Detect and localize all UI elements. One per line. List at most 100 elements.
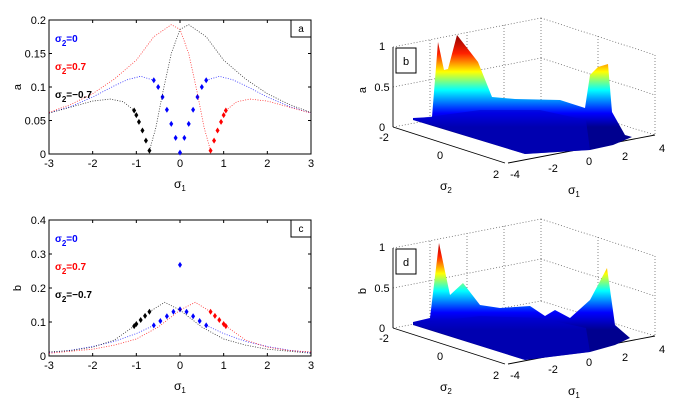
grid-line — [540, 258, 656, 297]
x-tick-label: -1 — [131, 158, 141, 170]
series-line-σ2=-0.7 — [149, 301, 312, 354]
data-point-σ2=0 — [156, 84, 161, 90]
data-point-σ2=0 — [184, 308, 189, 315]
legend-entry: σ2=−0.7 — [55, 290, 92, 304]
x-tick-label: 0 — [177, 158, 183, 170]
z-tick-label: 0 — [379, 122, 385, 134]
y-axis — [392, 126, 506, 164]
series-line-σ2=-0.7 — [149, 24, 312, 151]
data-point-σ2=0.7 — [223, 107, 228, 114]
z-tick-label: 0 — [379, 323, 385, 335]
panel-label: b — [403, 56, 409, 68]
data-point-σ2=0 — [173, 134, 178, 141]
data-point-σ2=0.7 — [208, 308, 213, 315]
legend-entry: σ2=0.7 — [55, 62, 86, 76]
data-point-σ2=0 — [171, 308, 176, 315]
y-tick-label: 0 — [40, 351, 46, 363]
x-tick-label: 4 — [659, 344, 665, 356]
y-axis — [392, 327, 506, 365]
surface-shading — [413, 316, 590, 360]
data-point-σ2=-0.7 — [147, 147, 152, 154]
z-tick-label: 1 — [379, 41, 385, 53]
x-axis-label: σ1 — [568, 183, 580, 199]
data-point-σ2=0 — [158, 317, 163, 324]
x-tick-label: -4 — [510, 370, 520, 382]
y-tick-label: 0.2 — [31, 283, 46, 295]
x-tick-label: 1 — [221, 360, 227, 372]
y-tick-label: 0 — [437, 351, 443, 363]
x-tick-label: -3 — [44, 158, 54, 170]
data-point-σ2=0.7 — [212, 137, 217, 144]
panel-label-box — [395, 47, 417, 74]
x-tick-label: 0 — [177, 360, 183, 372]
data-point-σ2=0 — [195, 94, 200, 101]
data-point-σ2=0 — [199, 84, 204, 90]
x-axis-label: σ1 — [174, 379, 186, 395]
panel-label-box — [395, 248, 417, 275]
y-tick-label: 0.3 — [31, 249, 46, 261]
z-tick-label: 1 — [379, 242, 385, 254]
panel-label-box — [290, 19, 312, 38]
data-point-σ2=0 — [151, 322, 156, 329]
series-line-σ2=0 — [206, 75, 312, 114]
x-tick-label: 2 — [622, 352, 628, 364]
z-tick-label: 0.5 — [374, 283, 389, 295]
panel-label-box — [290, 219, 312, 238]
series-line-σ2=0 — [48, 75, 154, 114]
y-tick-label: 0.4 — [31, 215, 46, 227]
data-point-σ2=0 — [204, 77, 209, 84]
grid-line — [540, 300, 656, 337]
z-axis-label: a — [357, 86, 369, 93]
x-tick-label: 3 — [308, 158, 314, 170]
data-point-σ2=0 — [164, 106, 169, 113]
grid-line — [540, 57, 656, 96]
y-tick-label: 2 — [493, 370, 499, 382]
x-tick-label: 2 — [264, 158, 270, 170]
x-tick-label: 0 — [586, 357, 592, 369]
y-axis-label: σ2 — [440, 380, 452, 396]
data-point-σ2=0.7 — [208, 147, 213, 154]
data-point-σ2=-0.7 — [134, 112, 139, 119]
data-point-σ2=0 — [160, 94, 165, 101]
data-point-σ2=0.7 — [221, 112, 226, 119]
series-line-σ2=0.7 — [48, 301, 211, 354]
data-point-σ2=-0.7 — [138, 316, 143, 323]
data-point-σ2=0 — [151, 77, 156, 84]
data-point-σ2=-0.7 — [143, 312, 148, 319]
x-tick-label: -2 — [88, 158, 98, 170]
y-tick-label: 0 — [437, 150, 443, 162]
data-point-σ2=-0.7 — [140, 127, 145, 134]
y-tick-label: 0.2 — [31, 15, 46, 27]
x-tick-label: 3 — [308, 360, 314, 372]
data-point-σ2=0.7 — [219, 118, 224, 125]
data-point-σ2=-0.7 — [136, 118, 141, 125]
data-point-σ2=0 — [191, 106, 196, 113]
grid-line — [540, 218, 656, 257]
legend-entry: σ2=0.7 — [55, 262, 86, 276]
grid-line — [392, 258, 542, 289]
z-axis-label: b — [357, 288, 369, 294]
data-point-σ2=0 — [178, 149, 182, 156]
plot-area-c — [48, 219, 312, 357]
x-tick-label: -2 — [88, 360, 98, 372]
data-point-σ2=0 — [178, 306, 182, 313]
data-point-σ2=0 — [186, 120, 191, 127]
y-axis-label: a — [12, 83, 24, 90]
plot-area-a — [48, 19, 312, 155]
y-tick-label: 0.1 — [31, 82, 46, 94]
data-point-σ2=0 — [169, 120, 174, 127]
data-point-σ2=0.7 — [223, 323, 228, 330]
panel-label: d — [403, 257, 409, 269]
y-tick-label: 0.15 — [25, 49, 46, 61]
x-tick-label: 4 — [659, 143, 665, 155]
y-axis-label: σ2 — [440, 179, 452, 195]
x-tick-label: -3 — [44, 360, 54, 372]
y-tick-label: 2 — [493, 169, 499, 181]
data-point-σ2=0.7 — [212, 312, 217, 319]
x-tick-label: 2 — [622, 151, 628, 163]
x-tick-label: -2 — [548, 163, 558, 175]
y-axis-label: b — [12, 285, 24, 291]
data-point-σ2=0.7 — [217, 316, 222, 323]
x-tick-label: -1 — [131, 360, 141, 372]
